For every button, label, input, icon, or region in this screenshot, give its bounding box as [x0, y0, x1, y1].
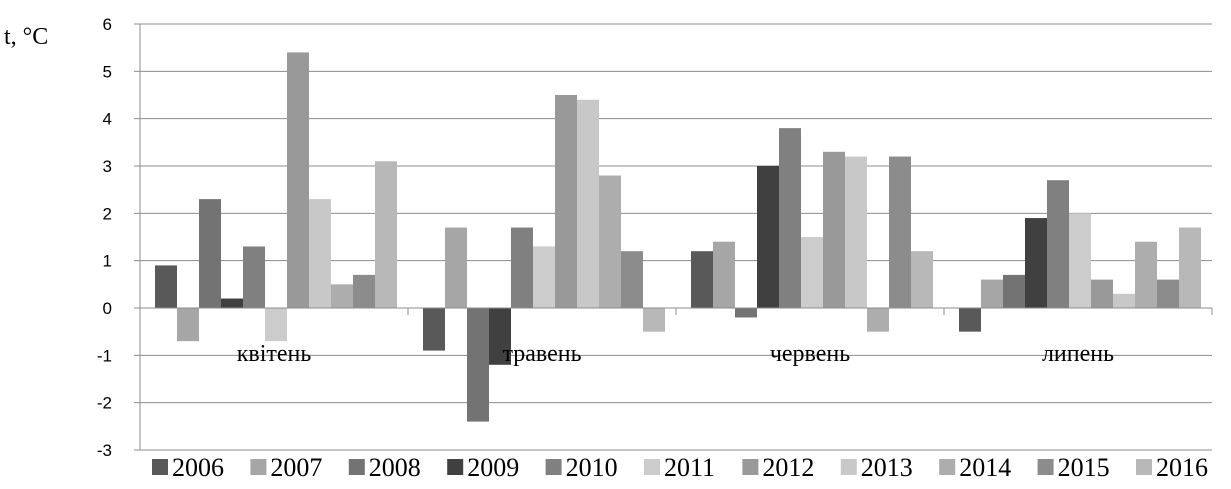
y-tick-label: 6 — [103, 15, 112, 34]
bar-2006-2 — [691, 251, 713, 308]
bar-2012-1 — [555, 95, 577, 308]
bar-2008-1 — [467, 308, 489, 422]
bar-2011-0 — [265, 308, 287, 342]
bar-2012-3 — [1091, 279, 1113, 308]
bar-2012-0 — [287, 52, 309, 309]
bar-2011-3 — [1069, 213, 1091, 308]
bar-2007-3 — [981, 279, 1003, 308]
y-tick-label: -3 — [97, 441, 112, 460]
bar-2010-0 — [243, 246, 265, 308]
bar-2006-3 — [959, 308, 981, 332]
bar-2012-2 — [823, 151, 845, 308]
legend-swatch — [939, 459, 956, 475]
y-tick-label: 1 — [103, 252, 112, 271]
legend-label: 2007 — [270, 453, 322, 482]
bar-2013-3 — [1113, 293, 1135, 308]
y-tick-label: 0 — [103, 299, 112, 318]
legend-swatch — [1136, 459, 1152, 475]
bar-2010-2 — [779, 128, 801, 308]
legend-swatch — [545, 459, 562, 475]
bar-2009-3 — [1025, 218, 1047, 308]
y-tick-label: 3 — [103, 157, 112, 176]
bar-2015-2 — [889, 156, 911, 308]
bar-2016-0 — [375, 161, 397, 308]
y-tick-label: 5 — [103, 62, 112, 81]
bar-2007-2 — [713, 241, 735, 308]
bar-2008-0 — [199, 199, 221, 308]
bar-2011-2 — [801, 237, 823, 308]
category-label: липень — [1042, 341, 1114, 367]
bar-2014-3 — [1135, 241, 1157, 308]
bar-2009-0 — [221, 298, 243, 308]
legend-label: 2011 — [664, 453, 715, 482]
legend-swatch — [250, 459, 267, 475]
bar-2007-1 — [445, 227, 467, 308]
bar-2013-1 — [577, 99, 599, 308]
category-labels: квітень травень червень липень — [237, 341, 1114, 367]
legend-label: 2010 — [566, 453, 618, 482]
bar-2016-1 — [643, 308, 665, 332]
y-tick-labels: -3 -2 -1 0 1 2 3 4 5 6 — [97, 15, 112, 460]
bar-2009-2 — [757, 166, 779, 308]
bar-2014-0 — [331, 284, 353, 308]
axes — [134, 23, 1213, 451]
legend-label: 2006 — [172, 453, 224, 482]
legend-swatch — [644, 459, 660, 475]
category-label: травень — [502, 341, 581, 367]
legend-swatch — [1037, 459, 1054, 475]
bar-2009-1 — [489, 308, 511, 365]
bar-2010-1 — [511, 227, 533, 308]
bar-2015-1 — [621, 251, 643, 308]
y-tick-label: -1 — [97, 346, 112, 365]
bar-2011-1 — [533, 246, 555, 308]
legend-label: 2008 — [369, 453, 421, 482]
legend-label: 2009 — [467, 453, 519, 482]
bar-2010-3 — [1047, 180, 1069, 308]
y-axis-label: t, °C — [4, 24, 48, 50]
y-tick-label: -2 — [97, 394, 112, 413]
bar-2014-2 — [867, 308, 889, 332]
legend-swatch — [742, 459, 759, 475]
bar-2008-3 — [1003, 274, 1025, 308]
legend-swatch — [447, 459, 464, 475]
legend-swatch — [152, 459, 168, 475]
legend-swatch — [840, 459, 857, 475]
category-label: червень — [770, 341, 850, 367]
bar-2006-0 — [155, 265, 177, 308]
legend-swatch — [348, 459, 365, 475]
bars — [155, 52, 1201, 422]
y-tick-label: 4 — [103, 110, 112, 129]
bar-2016-2 — [911, 251, 933, 308]
bar-2014-1 — [599, 175, 621, 308]
bar-2016-3 — [1179, 227, 1201, 308]
legend: 2006 2007 2008 2009 2010 2011 2012 2013 2014 2015… — [152, 453, 1208, 482]
bar-2015-0 — [353, 274, 375, 308]
legend-label: 2015 — [1058, 453, 1110, 482]
bar-2015-3 — [1157, 279, 1179, 308]
bar-2008-2 — [735, 308, 757, 318]
bar-2013-2 — [845, 156, 867, 308]
legend-label: 2014 — [959, 453, 1011, 482]
legend-label: 2016 — [1156, 453, 1208, 482]
y-tick-label: 2 — [103, 204, 112, 223]
legend-label: 2012 — [762, 453, 814, 482]
bar-2007-0 — [177, 308, 199, 342]
category-label: квітень — [237, 341, 312, 367]
bar-2013-0 — [309, 199, 331, 308]
bar-2006-1 — [423, 308, 445, 351]
legend-label: 2013 — [861, 453, 913, 482]
